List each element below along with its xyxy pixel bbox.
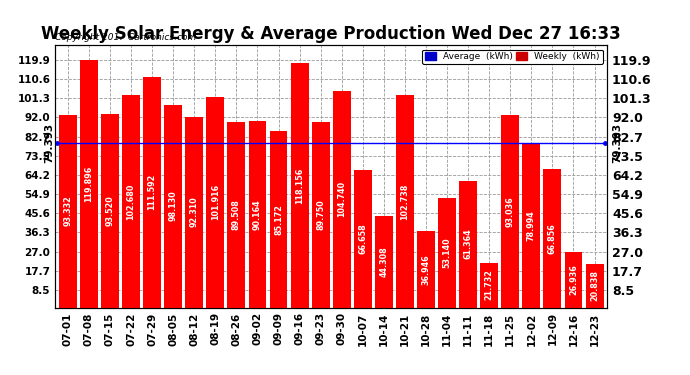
Text: 21.732: 21.732 [484, 270, 494, 300]
Bar [122, 95, 140, 308]
Text: 101.916: 101.916 [211, 184, 220, 220]
Bar [480, 262, 498, 308]
Bar [248, 121, 266, 308]
Bar [502, 115, 520, 308]
Bar [522, 144, 540, 308]
Bar [438, 198, 456, 308]
Bar [564, 252, 582, 308]
Title: Weekly Solar Energy & Average Production Wed Dec 27 16:33: Weekly Solar Energy & Average Production… [41, 26, 621, 44]
Bar [101, 114, 119, 308]
Text: Copyright 2017 Cartronics.com: Copyright 2017 Cartronics.com [55, 33, 197, 42]
Bar [228, 123, 246, 308]
Text: 20.838: 20.838 [590, 270, 599, 302]
Legend: Average  (kWh), Weekly  (kWh): Average (kWh), Weekly (kWh) [422, 50, 602, 64]
Text: 92.310: 92.310 [190, 197, 199, 228]
Text: 93.332: 93.332 [63, 196, 72, 226]
Bar [333, 91, 351, 308]
Bar [396, 95, 414, 308]
Text: 66.856: 66.856 [548, 223, 557, 254]
Text: 119.896: 119.896 [84, 165, 93, 202]
Text: 111.592: 111.592 [148, 174, 157, 210]
Text: 53.140: 53.140 [442, 237, 451, 268]
Bar [290, 63, 308, 308]
Bar [270, 132, 288, 308]
Text: 104.740: 104.740 [337, 181, 346, 218]
Text: 89.750: 89.750 [316, 200, 325, 230]
Bar [143, 77, 161, 308]
Bar [59, 115, 77, 308]
Text: 66.658: 66.658 [358, 223, 367, 254]
Bar [312, 122, 330, 308]
Text: 61.364: 61.364 [464, 229, 473, 260]
Text: 102.680: 102.680 [126, 183, 135, 220]
Text: 79.393: 79.393 [44, 123, 54, 164]
Bar [354, 170, 372, 308]
Bar [417, 231, 435, 308]
Text: 102.738: 102.738 [400, 183, 409, 219]
Bar [164, 105, 182, 308]
Text: 89.508: 89.508 [232, 200, 241, 230]
Bar [544, 170, 562, 308]
Text: 118.156: 118.156 [295, 167, 304, 204]
Bar [459, 181, 477, 308]
Bar [186, 117, 204, 308]
Text: 98.130: 98.130 [168, 191, 178, 222]
Bar [206, 97, 224, 308]
Text: 78.994: 78.994 [527, 210, 536, 241]
Text: 26.936: 26.936 [569, 264, 578, 295]
Text: 44.308: 44.308 [380, 246, 388, 277]
Bar [375, 216, 393, 308]
Text: 93.520: 93.520 [106, 195, 115, 226]
Text: 85.172: 85.172 [274, 204, 283, 235]
Text: 79.393: 79.393 [613, 123, 622, 164]
Text: 93.036: 93.036 [506, 196, 515, 226]
Bar [586, 264, 604, 308]
Text: 90.164: 90.164 [253, 199, 262, 230]
Bar [80, 60, 98, 308]
Text: 36.946: 36.946 [422, 254, 431, 285]
